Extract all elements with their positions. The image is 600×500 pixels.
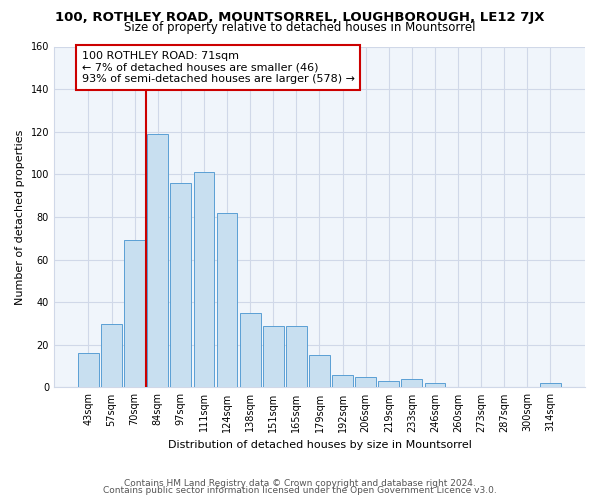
Bar [286, 326, 307, 388]
Bar [379, 381, 399, 388]
Text: Size of property relative to detached houses in Mountsorrel: Size of property relative to detached ho… [124, 21, 476, 34]
Bar [78, 354, 99, 388]
Bar [170, 183, 191, 388]
Bar [217, 212, 238, 388]
Bar [332, 374, 353, 388]
X-axis label: Distribution of detached houses by size in Mountsorrel: Distribution of detached houses by size … [167, 440, 472, 450]
Bar [263, 326, 284, 388]
Bar [194, 172, 214, 388]
Bar [540, 383, 561, 388]
Bar [355, 377, 376, 388]
Y-axis label: Number of detached properties: Number of detached properties [15, 130, 25, 304]
Text: 100, ROTHLEY ROAD, MOUNTSORREL, LOUGHBOROUGH, LE12 7JX: 100, ROTHLEY ROAD, MOUNTSORREL, LOUGHBOR… [55, 11, 545, 24]
Bar [425, 383, 445, 388]
Bar [240, 313, 260, 388]
Text: 100 ROTHLEY ROAD: 71sqm
← 7% of detached houses are smaller (46)
93% of semi-det: 100 ROTHLEY ROAD: 71sqm ← 7% of detached… [82, 51, 355, 84]
Bar [309, 356, 330, 388]
Bar [124, 240, 145, 388]
Bar [401, 379, 422, 388]
Bar [148, 134, 168, 388]
Text: Contains public sector information licensed under the Open Government Licence v3: Contains public sector information licen… [103, 486, 497, 495]
Bar [101, 324, 122, 388]
Text: Contains HM Land Registry data © Crown copyright and database right 2024.: Contains HM Land Registry data © Crown c… [124, 478, 476, 488]
